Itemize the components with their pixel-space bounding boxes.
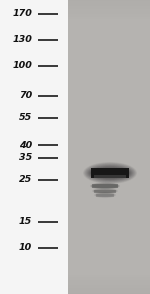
- Bar: [68, 286, 150, 287]
- Text: 25: 25: [19, 176, 32, 185]
- Bar: [94, 190, 116, 193]
- Bar: [68, 16, 150, 17]
- Text: 55: 55: [19, 113, 32, 123]
- Text: 70: 70: [19, 91, 32, 101]
- Bar: [68, 17, 150, 18]
- Text: 40: 40: [19, 141, 32, 150]
- Bar: [68, 277, 150, 278]
- Text: 170: 170: [12, 9, 32, 19]
- Bar: [92, 184, 118, 188]
- Bar: [68, 279, 150, 280]
- Bar: [68, 276, 150, 277]
- Bar: [68, 4, 150, 5]
- Bar: [68, 13, 150, 14]
- Bar: [94, 175, 126, 178]
- Bar: [68, 292, 150, 293]
- Bar: [68, 15, 150, 16]
- Bar: [96, 193, 114, 196]
- Bar: [68, 19, 150, 20]
- Bar: [68, 275, 150, 276]
- Text: 130: 130: [12, 36, 32, 44]
- Text: 10: 10: [19, 243, 32, 253]
- Ellipse shape: [94, 190, 116, 193]
- Ellipse shape: [92, 184, 118, 188]
- Bar: [0, 0, 68, 294]
- Bar: [68, 288, 150, 289]
- Bar: [68, 18, 150, 19]
- Bar: [68, 3, 150, 4]
- Ellipse shape: [90, 182, 120, 190]
- Bar: [68, 0, 150, 1]
- Bar: [68, 11, 150, 12]
- Ellipse shape: [91, 183, 119, 189]
- Bar: [68, 6, 150, 7]
- Ellipse shape: [90, 183, 120, 189]
- Bar: [68, 281, 150, 282]
- Bar: [68, 293, 150, 294]
- Bar: [68, 10, 150, 11]
- Ellipse shape: [91, 183, 119, 189]
- Bar: [68, 282, 150, 283]
- Bar: [68, 8, 150, 9]
- Bar: [68, 278, 150, 279]
- Ellipse shape: [93, 188, 117, 193]
- Bar: [68, 285, 150, 286]
- Ellipse shape: [92, 188, 118, 194]
- Bar: [68, 290, 150, 291]
- Bar: [68, 289, 150, 290]
- Bar: [68, 5, 150, 6]
- Bar: [68, 2, 150, 3]
- Bar: [68, 280, 150, 281]
- Ellipse shape: [91, 168, 129, 178]
- Text: 100: 100: [12, 61, 32, 71]
- Bar: [68, 284, 150, 285]
- Bar: [68, 287, 150, 288]
- Bar: [68, 291, 150, 292]
- Ellipse shape: [92, 188, 118, 194]
- Bar: [68, 7, 150, 8]
- Bar: [68, 14, 150, 15]
- Bar: [68, 9, 150, 10]
- Text: 35: 35: [19, 153, 32, 163]
- Bar: [68, 1, 150, 2]
- Bar: [68, 274, 150, 275]
- Bar: [91, 168, 129, 178]
- Ellipse shape: [94, 189, 116, 193]
- Ellipse shape: [92, 184, 118, 188]
- Bar: [68, 0, 150, 294]
- Bar: [68, 283, 150, 284]
- Ellipse shape: [93, 189, 117, 193]
- Bar: [68, 12, 150, 13]
- Text: 15: 15: [19, 218, 32, 226]
